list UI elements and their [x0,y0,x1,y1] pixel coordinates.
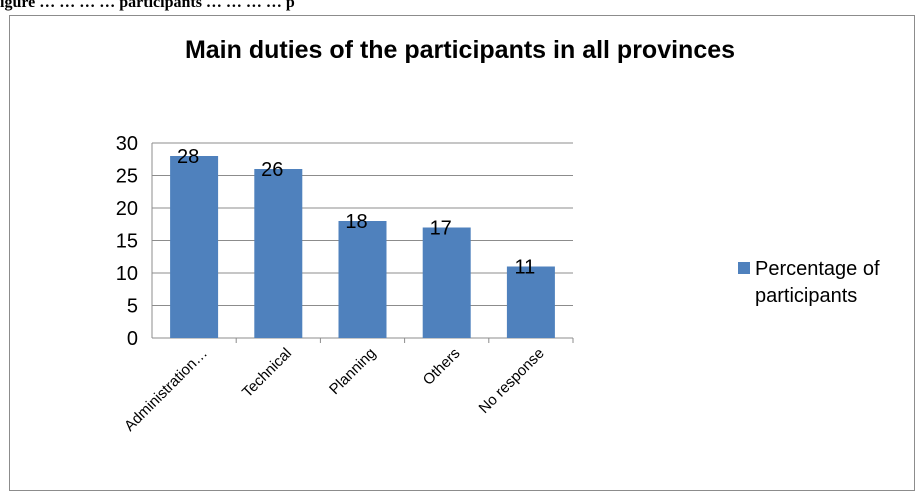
category-label: Planning [326,345,379,398]
bar [506,266,555,338]
y-tick-label: 15 [116,231,138,253]
figure-caption: igure … … … … participants … … … … p [0,0,295,11]
category-label: Administration… [121,345,211,435]
legend: Percentage of participants [738,256,905,310]
legend-swatch [738,262,750,274]
category-label: Others [420,345,464,389]
y-tick-label: 10 [116,263,138,285]
y-tick-label: 25 [116,166,138,188]
data-label: 17 [430,218,452,240]
data-label: 28 [177,146,199,168]
y-tick-label: 0 [127,328,138,350]
y-tick-label: 5 [127,296,138,318]
category-label: Technical [239,345,295,401]
category-label: No response [476,345,548,417]
data-label: 18 [345,211,367,233]
legend-label: Percentage of participants [755,258,880,307]
y-tick-label: 30 [116,133,138,155]
bar [422,227,471,338]
chart-title: Main duties of the participants in all p… [184,36,736,64]
data-label: 26 [261,159,283,181]
bar [170,156,219,338]
bar [338,221,387,338]
y-tick-label: 20 [116,198,138,220]
bar [254,169,303,338]
data-label: 11 [515,257,536,279]
